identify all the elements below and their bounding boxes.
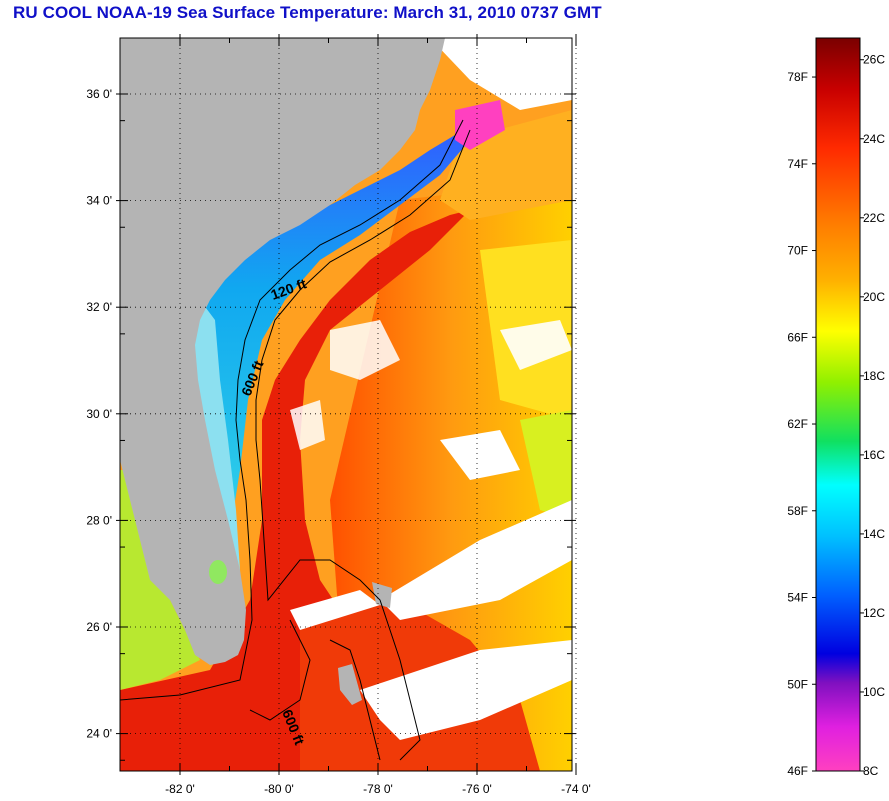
cloud-cover	[290, 38, 572, 740]
colorbar-f-label: 70F	[787, 244, 808, 258]
lat-tick-label: 36 0'	[86, 87, 112, 101]
colorbar-celsius-labels: 26C 24C 22C 20C 18C 16C 14C 12C 10C 8C	[860, 53, 885, 778]
graticule	[120, 38, 577, 771]
colorbar-c-label: 26C	[863, 53, 885, 67]
colorbar-c-label: 10C	[863, 685, 885, 699]
lat-tick-label: 24 0'	[86, 727, 112, 741]
colorbar-f-label: 58F	[787, 504, 808, 518]
colorbar-f-label: 62F	[787, 417, 808, 431]
grand-bahama-island	[372, 582, 392, 608]
colorbar-c-label: 24C	[863, 132, 885, 146]
colorbar-f-label: 54F	[787, 591, 808, 605]
colorbar-c-label: 22C	[863, 211, 885, 225]
land-mass	[120, 38, 445, 665]
lon-tick-label: -78 0'	[363, 782, 393, 796]
latitude-axis: 36 0' 34 0' 32 0' 30 0' 28 0' 26 0' 24 0'	[86, 87, 576, 761]
bathymetry-contours	[120, 119, 471, 761]
nearshore-band	[185, 300, 240, 570]
gulf-stream	[120, 210, 470, 771]
colorbar-f-label: 78F	[787, 70, 808, 84]
colorbar-c-label: 14C	[863, 527, 885, 541]
andros-island	[338, 664, 362, 705]
sst-image	[120, 38, 572, 771]
colorbar-gradient	[815, 37, 861, 772]
colorbar-f-label: 50F	[787, 677, 808, 691]
lat-tick-label: 32 0'	[86, 300, 112, 314]
longitude-axis: -82 0' -80 0' -78 0' -76 0' -74 0'	[165, 34, 591, 796]
colorbar-c-label: 12C	[863, 606, 885, 620]
lake-okeechobee	[209, 560, 227, 584]
lat-tick-label: 26 0'	[86, 620, 112, 634]
colorbar-c-label: 20C	[863, 290, 885, 304]
lat-tick-label: 28 0'	[86, 513, 112, 527]
lon-tick-label: -74 0'	[561, 782, 591, 796]
colorbar-fahrenheit-labels: 78F 74F 70F 66F 62F 58F 54F 50F 46F	[787, 70, 816, 778]
colorbar-c-label: 16C	[863, 448, 885, 462]
colorbar-f-label: 46F	[787, 764, 808, 778]
yellow-green-patch	[520, 410, 572, 520]
lon-tick-label: -80 0'	[264, 782, 294, 796]
colorbar-f-label: 66F	[787, 330, 808, 344]
lon-tick-label: -76 0'	[462, 782, 492, 796]
colorbar-f-label: 74F	[787, 157, 808, 171]
colorbar: 78F 74F 70F 66F 62F 58F 54F 50F 46F 26C 24C 22C 20C…	[787, 37, 885, 778]
map-frame	[119, 37, 573, 772]
map-title: RU COOL NOAA-19 Sea Surface Temperature:…	[13, 3, 602, 22]
colorbar-c-label: 8C	[863, 764, 879, 778]
lat-tick-label: 30 0'	[86, 407, 112, 421]
lat-tick-label: 34 0'	[86, 194, 112, 208]
colorbar-c-label: 18C	[863, 369, 885, 383]
lon-tick-label: -82 0'	[165, 782, 195, 796]
